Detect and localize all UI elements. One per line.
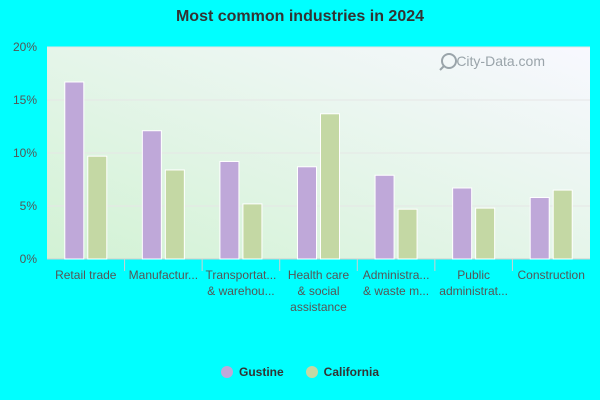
x-tick-label: assistance	[290, 300, 347, 314]
bar-california[interactable]	[397, 208, 418, 260]
x-tick-label: Administra...	[363, 268, 430, 282]
legend-item-california: California	[305, 365, 379, 379]
y-tick-label: 20%	[13, 40, 37, 54]
bar-california[interactable]	[164, 169, 185, 260]
bar-gustine[interactable]	[297, 166, 317, 260]
bar-gustine[interactable]	[219, 160, 240, 260]
y-tick-label: 5%	[20, 199, 38, 213]
x-tick-label: Construction	[518, 268, 585, 282]
x-tick-label: & waste m...	[363, 284, 429, 298]
x-tick-label: Public	[457, 268, 490, 282]
bar-gustine[interactable]	[374, 174, 395, 260]
x-tick-label: Manufactur...	[129, 268, 198, 282]
legend-label-gustine: Gustine	[238, 365, 284, 379]
bar-gustine[interactable]	[141, 130, 162, 260]
y-tick-label: 10%	[13, 146, 37, 160]
legend-swatch-california	[305, 366, 318, 378]
legend-item-gustine: Gustine	[220, 365, 284, 379]
chart-title: Most common industries in 2024	[175, 8, 425, 25]
x-axis: Retail trade Manufactur... Transportat... &…	[55, 259, 585, 314]
legend: Gustine California	[0, 365, 600, 379]
y-tick-label: 0%	[20, 252, 38, 266]
legend-label-california: California	[323, 365, 379, 379]
watermark-icon	[439, 53, 457, 71]
bar-gustine[interactable]	[529, 197, 550, 260]
bars-group	[64, 81, 573, 260]
bar-gustine[interactable]	[64, 81, 85, 260]
x-tick-label: & social	[297, 284, 339, 298]
x-tick-label: Health care	[288, 268, 350, 282]
bar-california[interactable]	[242, 203, 263, 260]
x-tick-label: Transportat...	[205, 268, 276, 282]
bar-gustine[interactable]	[452, 187, 473, 260]
x-tick-label: & warehou...	[207, 284, 274, 298]
y-tick-label: 15%	[13, 93, 37, 107]
watermark: City-Data.com	[456, 53, 545, 69]
bar-california[interactable]	[87, 155, 108, 260]
y-axis: 0% 5% 10% 15% 20%	[13, 40, 37, 266]
bar-california[interactable]	[552, 189, 573, 260]
grid-lines	[47, 46, 590, 260]
x-tick-label: administrat...	[439, 284, 508, 298]
x-tick-label: Retail trade	[55, 268, 117, 282]
bar-california[interactable]	[320, 113, 340, 260]
bar-california[interactable]	[475, 207, 496, 260]
legend-swatch-gustine	[220, 366, 233, 378]
